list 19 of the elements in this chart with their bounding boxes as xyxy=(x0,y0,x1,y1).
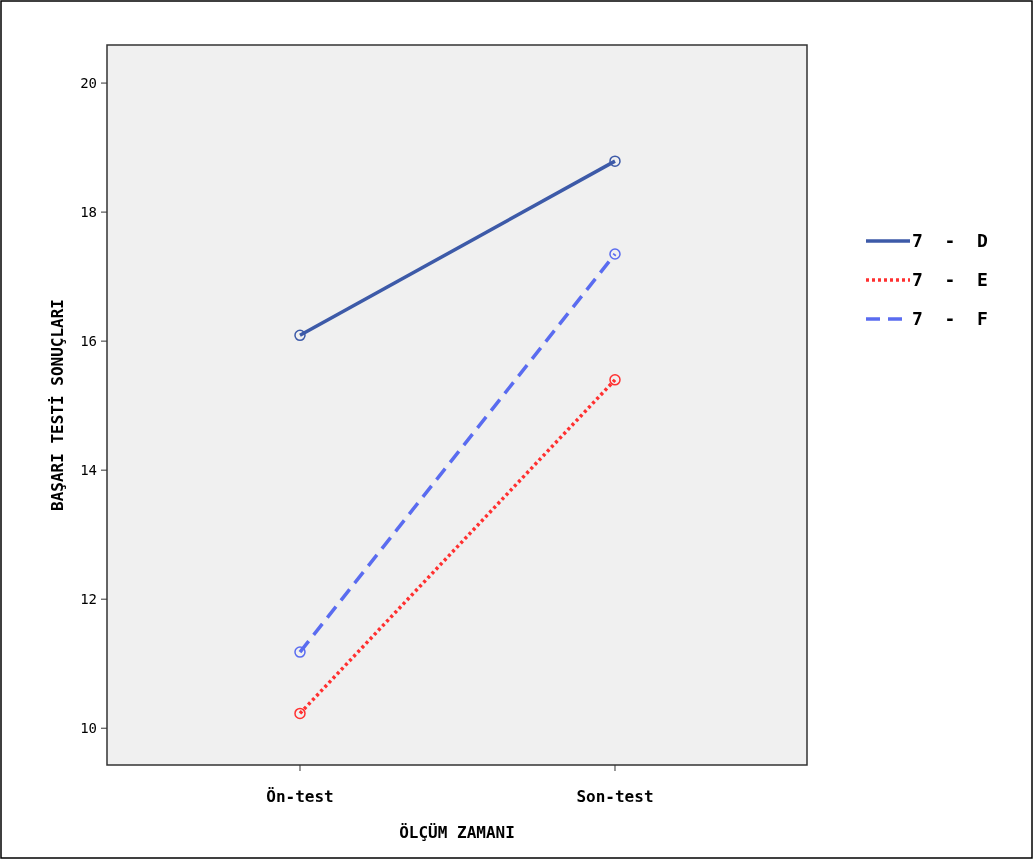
point xyxy=(609,248,621,260)
y-tick-label: 14 xyxy=(80,462,97,479)
point xyxy=(609,374,621,386)
x-tick-label: Son-test xyxy=(576,787,654,806)
point xyxy=(294,646,306,658)
point xyxy=(294,329,306,342)
point xyxy=(609,155,621,167)
point xyxy=(294,707,306,720)
y-tick-label: 10 xyxy=(80,720,97,737)
legend-label: 7 - E xyxy=(912,269,988,291)
x-tick-label: Ön-test xyxy=(266,787,334,806)
legend-label: 7 - D xyxy=(912,230,989,252)
y-tick-label: 12 xyxy=(80,591,97,608)
y-tick-label: 18 xyxy=(80,204,97,220)
y-tick-label: 16 xyxy=(80,333,97,350)
legend-label: 7 - F xyxy=(912,308,988,330)
y-tick-label: 20 xyxy=(80,74,97,91)
x-axis-title: ÖLÇÜM ZAMANI xyxy=(399,823,515,842)
y-axis-title: BAŞARI TESTİ SONUÇLARI xyxy=(48,299,67,511)
